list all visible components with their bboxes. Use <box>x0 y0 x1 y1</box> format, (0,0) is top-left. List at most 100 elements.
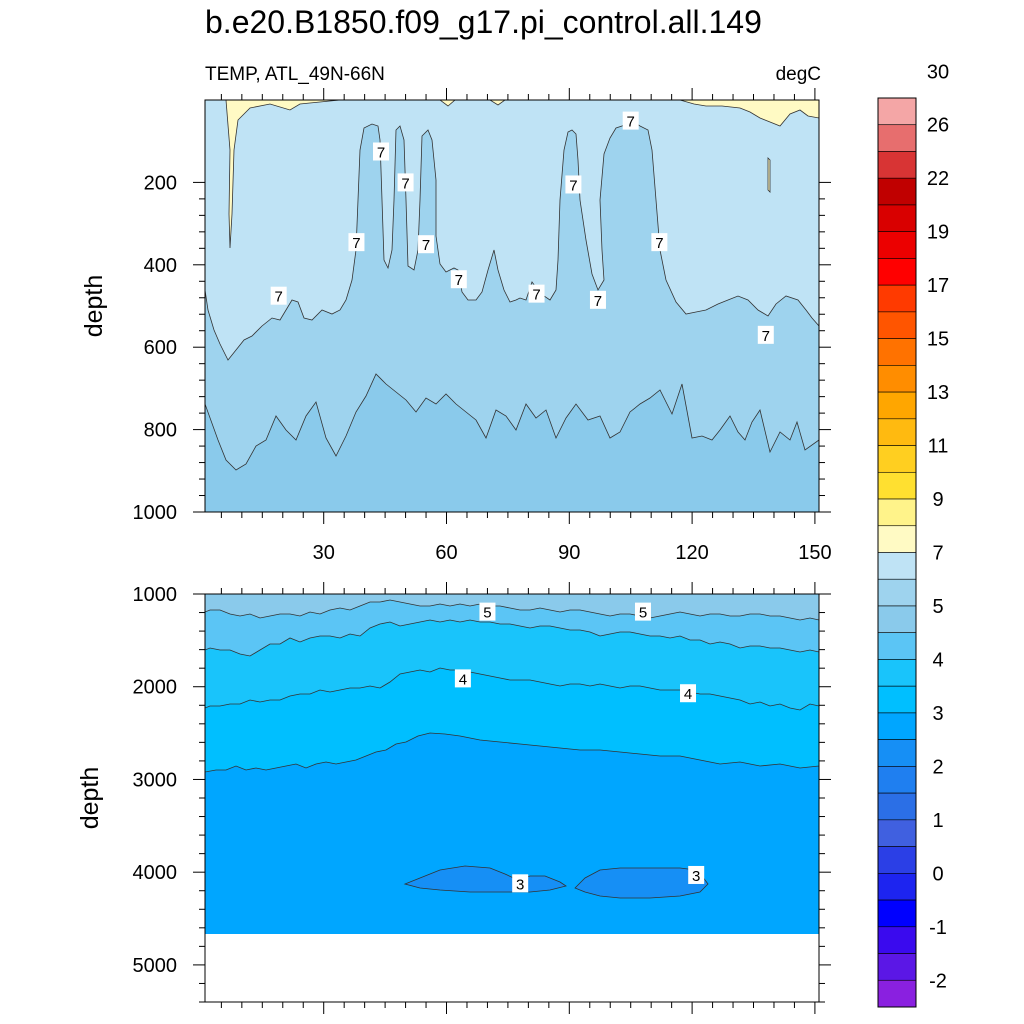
colorbar-swatch <box>877 712 917 740</box>
colorbar-swatch <box>877 151 917 179</box>
colorbar-swatch <box>877 124 917 152</box>
y-tick-label: 800 <box>144 420 177 442</box>
colorbar-swatch <box>877 632 917 660</box>
colorbar-swatch <box>877 498 917 527</box>
colorbar-label: 15 <box>927 329 949 351</box>
contour-label-bg <box>450 270 467 289</box>
colorbar-swatch <box>877 204 917 232</box>
contour-label-text: 7 <box>569 177 577 194</box>
colorbar-swatch <box>877 873 917 901</box>
contour-label-bg <box>589 290 606 309</box>
colorbar-swatch <box>877 605 917 634</box>
colorbar-swatch <box>877 471 917 500</box>
upper-ticks: 200 400 600 800 1000 30 60 90 120 150 <box>133 88 832 564</box>
contour-label-text: 7 <box>422 237 430 254</box>
contour-label-bg <box>270 286 287 305</box>
contour-label: 7 <box>397 173 414 192</box>
contour-label-bg <box>622 111 639 130</box>
y-tick-label: 400 <box>144 255 177 277</box>
upper-contour-fills <box>205 100 819 512</box>
contour-label-text: 4 <box>459 671 467 688</box>
contour-label-text: 7 <box>377 145 385 162</box>
contour-label-bg <box>512 874 529 893</box>
contour-label-bg <box>528 284 545 303</box>
fill-band-2-3-b <box>574 867 709 899</box>
colorbar-swatch <box>877 391 917 420</box>
contour-label-bg <box>634 602 651 621</box>
contour-label: 7 <box>418 235 435 254</box>
contour-label-text: 3 <box>692 868 700 885</box>
colorbar-label: 7 <box>932 543 943 565</box>
colorbar-swatch <box>877 953 917 981</box>
colorbar-label: 9 <box>932 489 943 511</box>
colorbar-swatch <box>877 284 917 313</box>
y-tick-label: 3000 <box>133 769 178 791</box>
contour-label: 5 <box>634 602 651 622</box>
colorbar-swatch <box>877 899 917 928</box>
colorbar-label: -2 <box>929 970 947 992</box>
fill-band-9-11 <box>205 100 341 249</box>
contour-label-text: 7 <box>627 114 635 131</box>
colorbar-swatch <box>877 525 917 553</box>
units-label: degC <box>775 64 821 85</box>
upper-y-axis-label: depth <box>80 275 108 338</box>
colorbar-label: 2 <box>932 756 943 778</box>
colorbar-swatch <box>877 418 917 446</box>
contour-label-text: 7 <box>532 287 540 304</box>
colorbar-label: 3 <box>932 703 943 725</box>
colorbar-swatch <box>877 311 917 339</box>
colorbar-swatch <box>877 177 917 206</box>
colorbar-swatch <box>877 792 917 821</box>
lower-y-axis-label: depth <box>76 767 104 830</box>
x-tick-label: 120 <box>675 542 708 564</box>
y-tick-label: 5000 <box>133 955 178 977</box>
contour-label: 7 <box>450 270 467 289</box>
y-tick-label: 1000 <box>133 584 178 606</box>
colorbar-swatch <box>877 659 917 687</box>
contour-label: 7 <box>565 175 582 194</box>
contour-label: 7 <box>757 325 774 345</box>
contour-label: 7 <box>622 111 639 131</box>
colorbar-label: 19 <box>927 222 949 244</box>
colorbar-label: 0 <box>932 863 943 885</box>
contour-label: 4 <box>680 684 697 703</box>
x-tick-label: 30 <box>313 542 335 564</box>
y-tick-label: 600 <box>144 337 177 359</box>
colorbar-swatch <box>877 338 917 366</box>
fill-band-9-11-d <box>767 157 771 193</box>
contour-label-bg <box>479 602 496 621</box>
contour-label-bg <box>565 175 582 194</box>
x-tick-label: 90 <box>558 542 580 564</box>
colorbar-label: 26 <box>927 115 949 137</box>
contour-label-text: 5 <box>483 605 491 622</box>
contour-label-bg <box>373 142 390 161</box>
x-tick-label: 150 <box>798 542 831 564</box>
colorbar: -2 -1 0 1 2 3 4 5 7 9 11 13 15 17 19 22 26 30 <box>877 61 949 1008</box>
colorbar-label: 13 <box>927 382 949 404</box>
contour-label-text: 7 <box>352 235 360 252</box>
contour-label-bg <box>680 684 697 703</box>
contour-label: 7 <box>589 290 606 310</box>
x-tick-label: 60 <box>435 542 457 564</box>
fill-band-6-7 <box>205 594 819 621</box>
contour-label: 7 <box>528 284 545 304</box>
y-tick-label: 1000 <box>133 502 178 524</box>
colorbar-swatch <box>877 578 917 607</box>
contour-label-text: 7 <box>762 328 770 345</box>
contour-label-text: 7 <box>275 289 283 306</box>
contour-label-text: 7 <box>455 272 463 289</box>
colorbar-swatch <box>877 739 917 767</box>
contour-label-text: 7 <box>594 293 602 310</box>
contour-label-text: 7 <box>655 235 663 252</box>
contour-label: 7 <box>348 233 365 252</box>
variable-label: TEMP, ATL_49N-66N <box>205 64 385 85</box>
contour-label: 7 <box>373 142 390 162</box>
y-tick-label: 200 <box>144 172 177 194</box>
contour-label: 3 <box>512 874 529 893</box>
contour-label-bg <box>454 669 471 688</box>
colorbar-swatch <box>877 365 917 393</box>
colorbar-swatch <box>877 685 917 714</box>
colorbar-swatch <box>877 231 917 259</box>
contour-label-text: 7 <box>401 175 409 192</box>
